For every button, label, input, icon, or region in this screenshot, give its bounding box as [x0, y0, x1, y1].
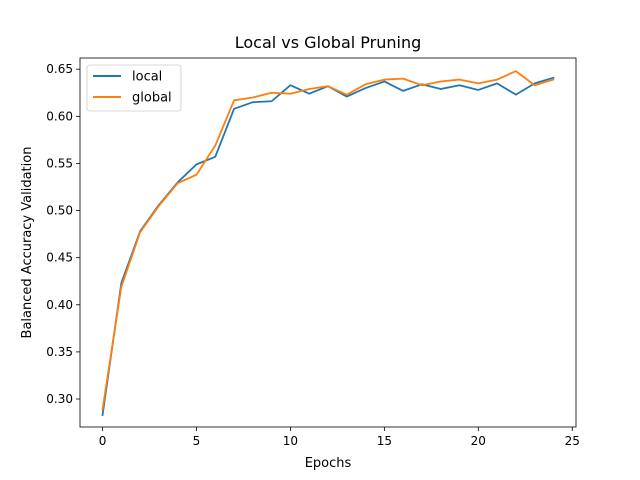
data-point-global [365, 83, 367, 85]
data-point-local [553, 77, 555, 79]
y-tick-label: 0.40 [46, 298, 73, 312]
data-point-global [271, 92, 273, 94]
x-tick-label: 20 [471, 434, 486, 448]
data-point-local [459, 84, 461, 86]
y-tick-label: 0.60 [46, 109, 73, 123]
y-axis-label: Balanced Accuracy Validation [20, 147, 35, 339]
x-tick-label: 15 [377, 434, 392, 448]
y-tick-label: 0.30 [46, 392, 73, 406]
data-point-local [515, 94, 517, 96]
y-tick-label: 0.45 [46, 251, 73, 265]
y-tick-label: 0.55 [46, 156, 73, 170]
data-point-local [102, 414, 104, 416]
data-point-local [196, 163, 198, 165]
y-tick-label: 0.65 [46, 62, 73, 76]
data-point-global [102, 408, 104, 410]
y-tick-label: 0.35 [46, 345, 73, 359]
data-point-global [139, 231, 141, 233]
data-point-local [308, 93, 310, 95]
x-axis-ticks: 0 5 10 15 20 25 [99, 427, 580, 448]
data-point-global [421, 84, 423, 86]
y-axis-ticks: 0.30 0.35 0.40 0.45 0.50 0.55 0.60 0.65 [46, 62, 80, 406]
data-point-global [402, 78, 404, 80]
y-tick-label: 0.50 [46, 204, 73, 218]
data-point-global [308, 88, 310, 90]
data-point-local [365, 87, 367, 89]
data-point-local [233, 108, 235, 110]
data-point-local [252, 101, 254, 103]
data-point-local [496, 82, 498, 84]
series-lines [101, 70, 555, 417]
data-point-global [327, 85, 329, 87]
data-point-local [290, 84, 292, 86]
data-point-global [233, 99, 235, 101]
data-point-global [534, 84, 536, 86]
data-point-global [214, 145, 216, 147]
data-point-global [290, 93, 292, 95]
data-point-local [402, 90, 404, 92]
data-point-global [120, 286, 122, 288]
data-point-local [271, 100, 273, 102]
data-point-global [459, 79, 461, 81]
data-point-local [383, 81, 385, 83]
data-point-global [158, 205, 160, 207]
legend-label-local: local [132, 70, 162, 85]
data-point-global [196, 174, 198, 176]
x-tick-label: 10 [283, 434, 298, 448]
data-point-global [515, 70, 517, 72]
x-tick-label: 5 [193, 434, 201, 448]
data-point-global [496, 79, 498, 81]
x-tick-label: 0 [99, 434, 107, 448]
plot-frame [79, 57, 577, 428]
data-point-global [383, 79, 385, 81]
x-axis-label: Epochs [305, 456, 352, 471]
data-point-global [346, 94, 348, 96]
chart-title: Local vs Global Pruning [235, 33, 422, 52]
x-tick-label: 25 [565, 434, 580, 448]
data-point-global [177, 182, 179, 184]
data-point-local [346, 96, 348, 98]
data-point-global [252, 97, 254, 99]
data-point-local [440, 88, 442, 90]
data-point-local [214, 156, 216, 158]
data-point-global [477, 82, 479, 84]
legend-label-global: global [132, 91, 172, 106]
data-point-global [553, 79, 555, 81]
plot-area [80, 58, 576, 427]
legend: local global [86, 64, 182, 112]
series-line-global [101, 70, 555, 411]
data-point-local [477, 89, 479, 91]
data-point-global [440, 81, 442, 83]
